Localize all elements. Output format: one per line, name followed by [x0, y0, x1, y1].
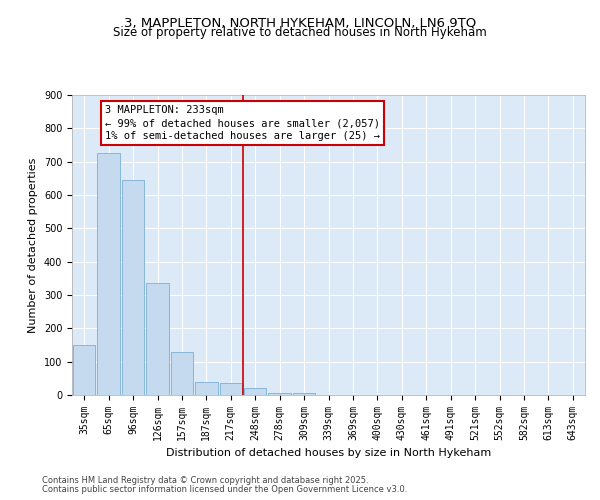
Text: 3 MAPPLETON: 233sqm
← 99% of detached houses are smaller (2,057)
1% of semi-deta: 3 MAPPLETON: 233sqm ← 99% of detached ho… — [105, 105, 380, 142]
X-axis label: Distribution of detached houses by size in North Hykeham: Distribution of detached houses by size … — [166, 448, 491, 458]
Text: 3, MAPPLETON, NORTH HYKEHAM, LINCOLN, LN6 9TQ: 3, MAPPLETON, NORTH HYKEHAM, LINCOLN, LN… — [124, 16, 476, 29]
Bar — [220, 384, 242, 395]
Bar — [97, 154, 120, 395]
Bar — [293, 394, 316, 395]
Bar — [73, 345, 95, 395]
Y-axis label: Number of detached properties: Number of detached properties — [28, 158, 38, 332]
Bar — [122, 180, 145, 395]
Bar — [268, 394, 291, 395]
Bar — [195, 382, 218, 395]
Bar — [244, 388, 266, 395]
Bar — [170, 352, 193, 395]
Bar — [146, 284, 169, 395]
Text: Contains HM Land Registry data © Crown copyright and database right 2025.: Contains HM Land Registry data © Crown c… — [42, 476, 368, 485]
Text: Size of property relative to detached houses in North Hykeham: Size of property relative to detached ho… — [113, 26, 487, 39]
Text: Contains public sector information licensed under the Open Government Licence v3: Contains public sector information licen… — [42, 485, 407, 494]
